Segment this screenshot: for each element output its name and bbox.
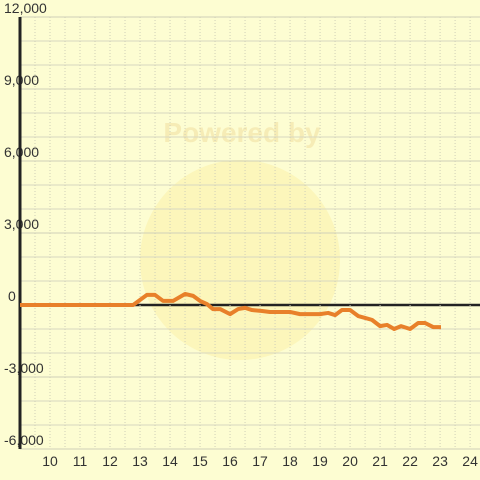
x-tick-label: 14 xyxy=(162,453,178,469)
x-tick-label: 23 xyxy=(432,453,448,469)
x-tick-label: 17 xyxy=(252,453,268,469)
y-tick-label: 6,000 xyxy=(4,144,39,160)
x-tick-label: 15 xyxy=(192,453,208,469)
x-tick-label: 20 xyxy=(342,453,358,469)
watermark: Powered by xyxy=(163,117,321,148)
y-tick-label: 3,000 xyxy=(4,216,39,232)
y-tick-label: 12,000 xyxy=(4,0,47,16)
x-tick-label: 24 xyxy=(462,453,478,469)
x-tick-label: 18 xyxy=(282,453,298,469)
line xyxy=(20,291,441,331)
y-tick-label: 0 xyxy=(8,288,16,304)
x-tick-label: 16 xyxy=(222,453,238,469)
x-tick-label: 19 xyxy=(312,453,328,469)
x-tick-label: 12 xyxy=(102,453,118,469)
y-tick-label: -6,000 xyxy=(4,432,44,448)
y-tick-label: -3,000 xyxy=(4,360,44,376)
x-tick-label: 11 xyxy=(73,453,88,469)
y-tick-label: 9,000 xyxy=(4,72,39,88)
x-tick-label: 21 xyxy=(372,453,388,469)
x-tick-label: 13 xyxy=(132,453,148,469)
x-tick-label: 10 xyxy=(42,453,58,469)
x-tick-label: 22 xyxy=(402,453,418,469)
